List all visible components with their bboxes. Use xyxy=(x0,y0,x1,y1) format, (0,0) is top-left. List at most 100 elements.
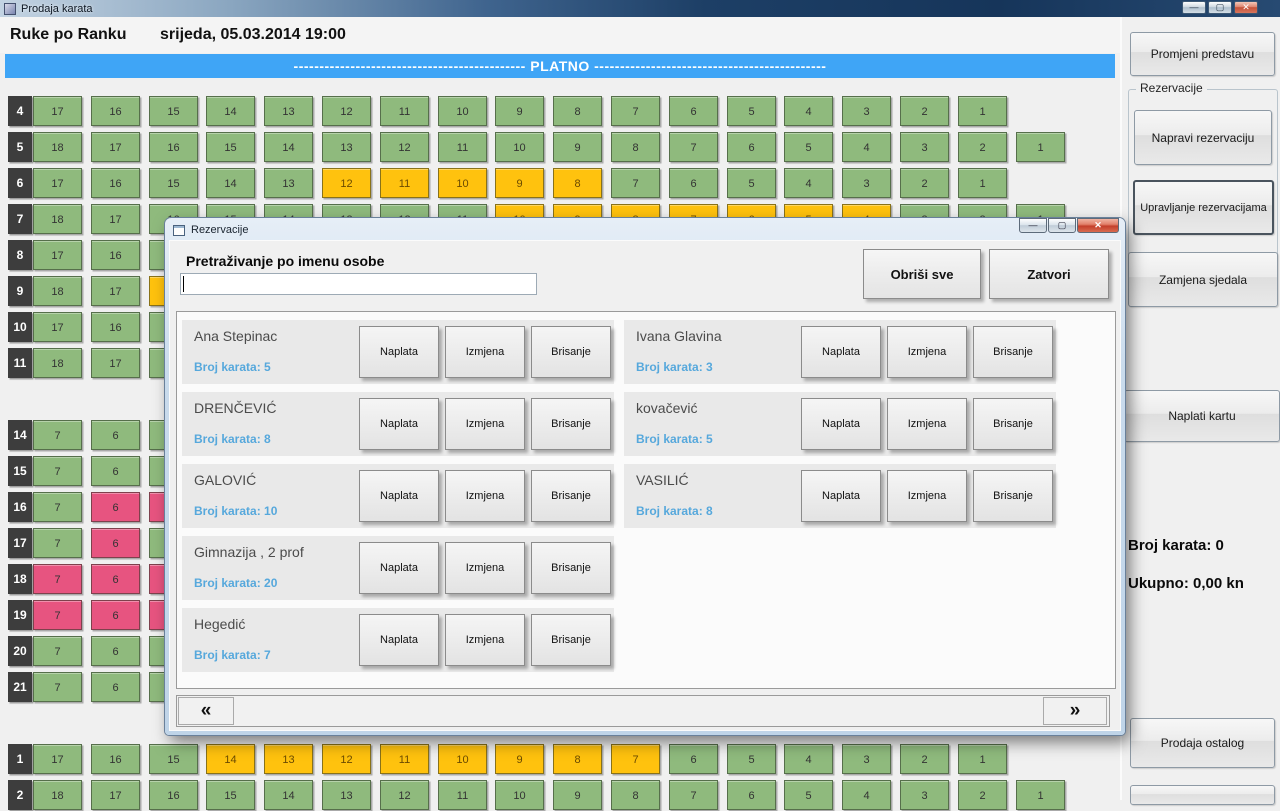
close-icon[interactable]: ✕ xyxy=(1234,1,1258,14)
seat[interactable]: 16 xyxy=(149,780,198,810)
seat[interactable]: 7 xyxy=(669,780,718,810)
seat[interactable]: 3 xyxy=(842,744,891,774)
seat[interactable]: 5 xyxy=(784,780,833,810)
seat[interactable]: 15 xyxy=(149,168,198,198)
maximize-icon[interactable]: ▢ xyxy=(1208,1,1232,14)
delete-button[interactable]: Brisanje xyxy=(531,398,611,450)
seat[interactable]: 12 xyxy=(322,168,371,198)
seat[interactable]: 6 xyxy=(669,96,718,126)
seat[interactable]: 10 xyxy=(438,744,487,774)
edit-button[interactable]: Izmjena xyxy=(445,614,525,666)
seat[interactable]: 7 xyxy=(33,636,82,666)
seat[interactable]: 2 xyxy=(958,132,1007,162)
delete-button[interactable]: Brisanje xyxy=(973,326,1053,378)
seat[interactable]: 16 xyxy=(91,240,140,270)
seat[interactable]: 1 xyxy=(958,96,1007,126)
seat[interactable]: 6 xyxy=(727,780,776,810)
seat[interactable]: 11 xyxy=(438,780,487,810)
seat[interactable]: 3 xyxy=(900,780,949,810)
seat[interactable]: 17 xyxy=(91,204,140,234)
manage-reservations-button[interactable]: Upravljanje rezervacijama xyxy=(1133,180,1274,235)
next-page-button[interactable]: » xyxy=(1043,697,1107,725)
seat[interactable]: 4 xyxy=(784,168,833,198)
seat[interactable]: 14 xyxy=(264,780,313,810)
seat[interactable]: 11 xyxy=(380,168,429,198)
clear-all-button[interactable]: Obriši sve xyxy=(863,249,981,299)
seat[interactable]: 7 xyxy=(611,96,660,126)
seat[interactable]: 16 xyxy=(149,132,198,162)
seat[interactable]: 8 xyxy=(611,132,660,162)
seat[interactable]: 6 xyxy=(91,528,140,558)
seat[interactable]: 16 xyxy=(91,96,140,126)
seat[interactable]: 8 xyxy=(553,96,602,126)
seat[interactable]: 9 xyxy=(495,168,544,198)
delete-button[interactable]: Brisanje xyxy=(973,470,1053,522)
swap-seats-button[interactable]: Zamjena sjedala xyxy=(1128,252,1278,307)
seat[interactable]: 10 xyxy=(438,96,487,126)
seat[interactable]: 6 xyxy=(91,492,140,522)
seat[interactable]: 7 xyxy=(33,492,82,522)
seat[interactable]: 16 xyxy=(91,744,140,774)
seat[interactable]: 15 xyxy=(206,132,255,162)
edit-button[interactable]: Izmjena xyxy=(887,398,967,450)
seat[interactable]: 7 xyxy=(33,456,82,486)
seat[interactable]: 8 xyxy=(611,780,660,810)
seat[interactable]: 13 xyxy=(322,780,371,810)
seat[interactable]: 14 xyxy=(264,132,313,162)
seat[interactable]: 16 xyxy=(91,312,140,342)
charge-button[interactable]: Naplata xyxy=(359,326,439,378)
seat[interactable]: 7 xyxy=(611,744,660,774)
edit-button[interactable]: Izmjena xyxy=(445,542,525,594)
seat[interactable]: 6 xyxy=(669,744,718,774)
dialog-titlebar[interactable]: Rezervacije xyxy=(169,220,1121,240)
charge-button[interactable]: Naplata xyxy=(801,470,881,522)
seat[interactable]: 13 xyxy=(264,96,313,126)
seat[interactable]: 12 xyxy=(380,780,429,810)
seat[interactable]: 17 xyxy=(91,348,140,378)
seat[interactable]: 2 xyxy=(900,744,949,774)
delete-button[interactable]: Brisanje xyxy=(531,542,611,594)
seat[interactable]: 17 xyxy=(91,780,140,810)
seat[interactable]: 7 xyxy=(33,420,82,450)
charge-ticket-button[interactable]: Naplati kartu xyxy=(1124,390,1280,442)
seat[interactable]: 3 xyxy=(842,168,891,198)
seat[interactable]: 10 xyxy=(438,168,487,198)
seat[interactable]: 15 xyxy=(149,96,198,126)
seat[interactable]: 3 xyxy=(900,132,949,162)
seat[interactable]: 5 xyxy=(727,744,776,774)
close-dialog-button[interactable]: Zatvori xyxy=(989,249,1109,299)
seat[interactable]: 4 xyxy=(842,132,891,162)
charge-button[interactable]: Naplata xyxy=(359,470,439,522)
dialog-maximize-icon[interactable]: ▢ xyxy=(1048,218,1076,233)
change-show-button[interactable]: Promjeni predstavu xyxy=(1130,32,1275,76)
edit-button[interactable]: Izmjena xyxy=(445,398,525,450)
seat[interactable]: 12 xyxy=(322,96,371,126)
seat[interactable]: 2 xyxy=(958,780,1007,810)
seat[interactable]: 11 xyxy=(380,744,429,774)
seat[interactable]: 4 xyxy=(784,96,833,126)
seat[interactable]: 5 xyxy=(727,96,776,126)
seat[interactable]: 2 xyxy=(900,168,949,198)
seat[interactable]: 9 xyxy=(495,96,544,126)
seat[interactable]: 11 xyxy=(380,96,429,126)
seat[interactable]: 18 xyxy=(33,780,82,810)
seat[interactable]: 6 xyxy=(669,168,718,198)
seat[interactable]: 8 xyxy=(553,744,602,774)
seat[interactable]: 1 xyxy=(1016,132,1065,162)
seat[interactable]: 17 xyxy=(33,312,82,342)
seat[interactable]: 6 xyxy=(91,600,140,630)
charge-button[interactable]: Naplata xyxy=(359,542,439,594)
seat[interactable]: 6 xyxy=(727,132,776,162)
seat[interactable]: 15 xyxy=(206,780,255,810)
seat[interactable]: 12 xyxy=(380,132,429,162)
seat[interactable]: 2 xyxy=(900,96,949,126)
seat[interactable]: 12 xyxy=(322,744,371,774)
seat[interactable]: 9 xyxy=(553,780,602,810)
seat[interactable]: 14 xyxy=(206,96,255,126)
charge-button[interactable]: Naplata xyxy=(801,326,881,378)
seat[interactable]: 6 xyxy=(91,420,140,450)
delete-button[interactable]: Brisanje xyxy=(531,326,611,378)
edit-button[interactable]: Izmjena xyxy=(887,470,967,522)
seat[interactable]: 5 xyxy=(727,168,776,198)
seat[interactable]: 17 xyxy=(91,276,140,306)
